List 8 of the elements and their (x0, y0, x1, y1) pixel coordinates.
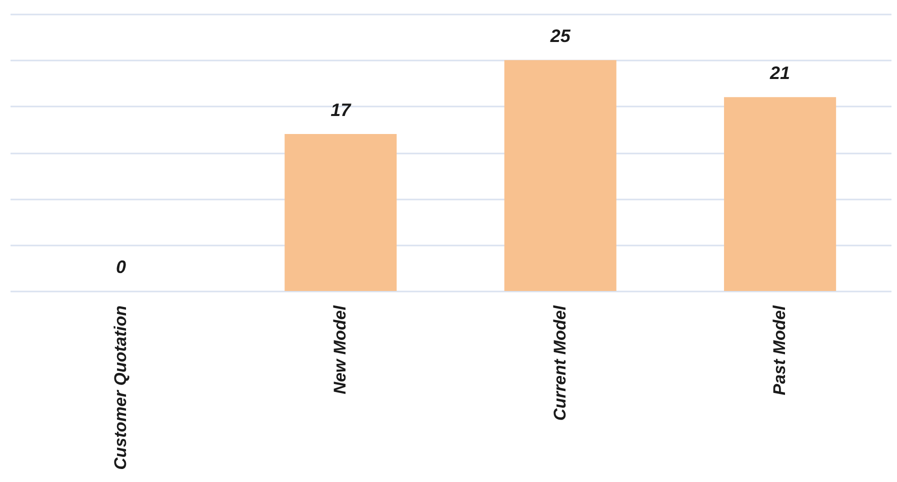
data-label: 21 (769, 63, 790, 84)
data-label: 17 (330, 100, 352, 120)
data-label: 25 (549, 26, 572, 46)
x-tick-label: Customer Quotation (110, 306, 130, 470)
data-label: 0 (116, 257, 126, 277)
x-tick-label: New Model (330, 304, 350, 394)
x-tick-label: Current Model (550, 304, 570, 421)
x-tick-label: Past Model (770, 304, 790, 396)
